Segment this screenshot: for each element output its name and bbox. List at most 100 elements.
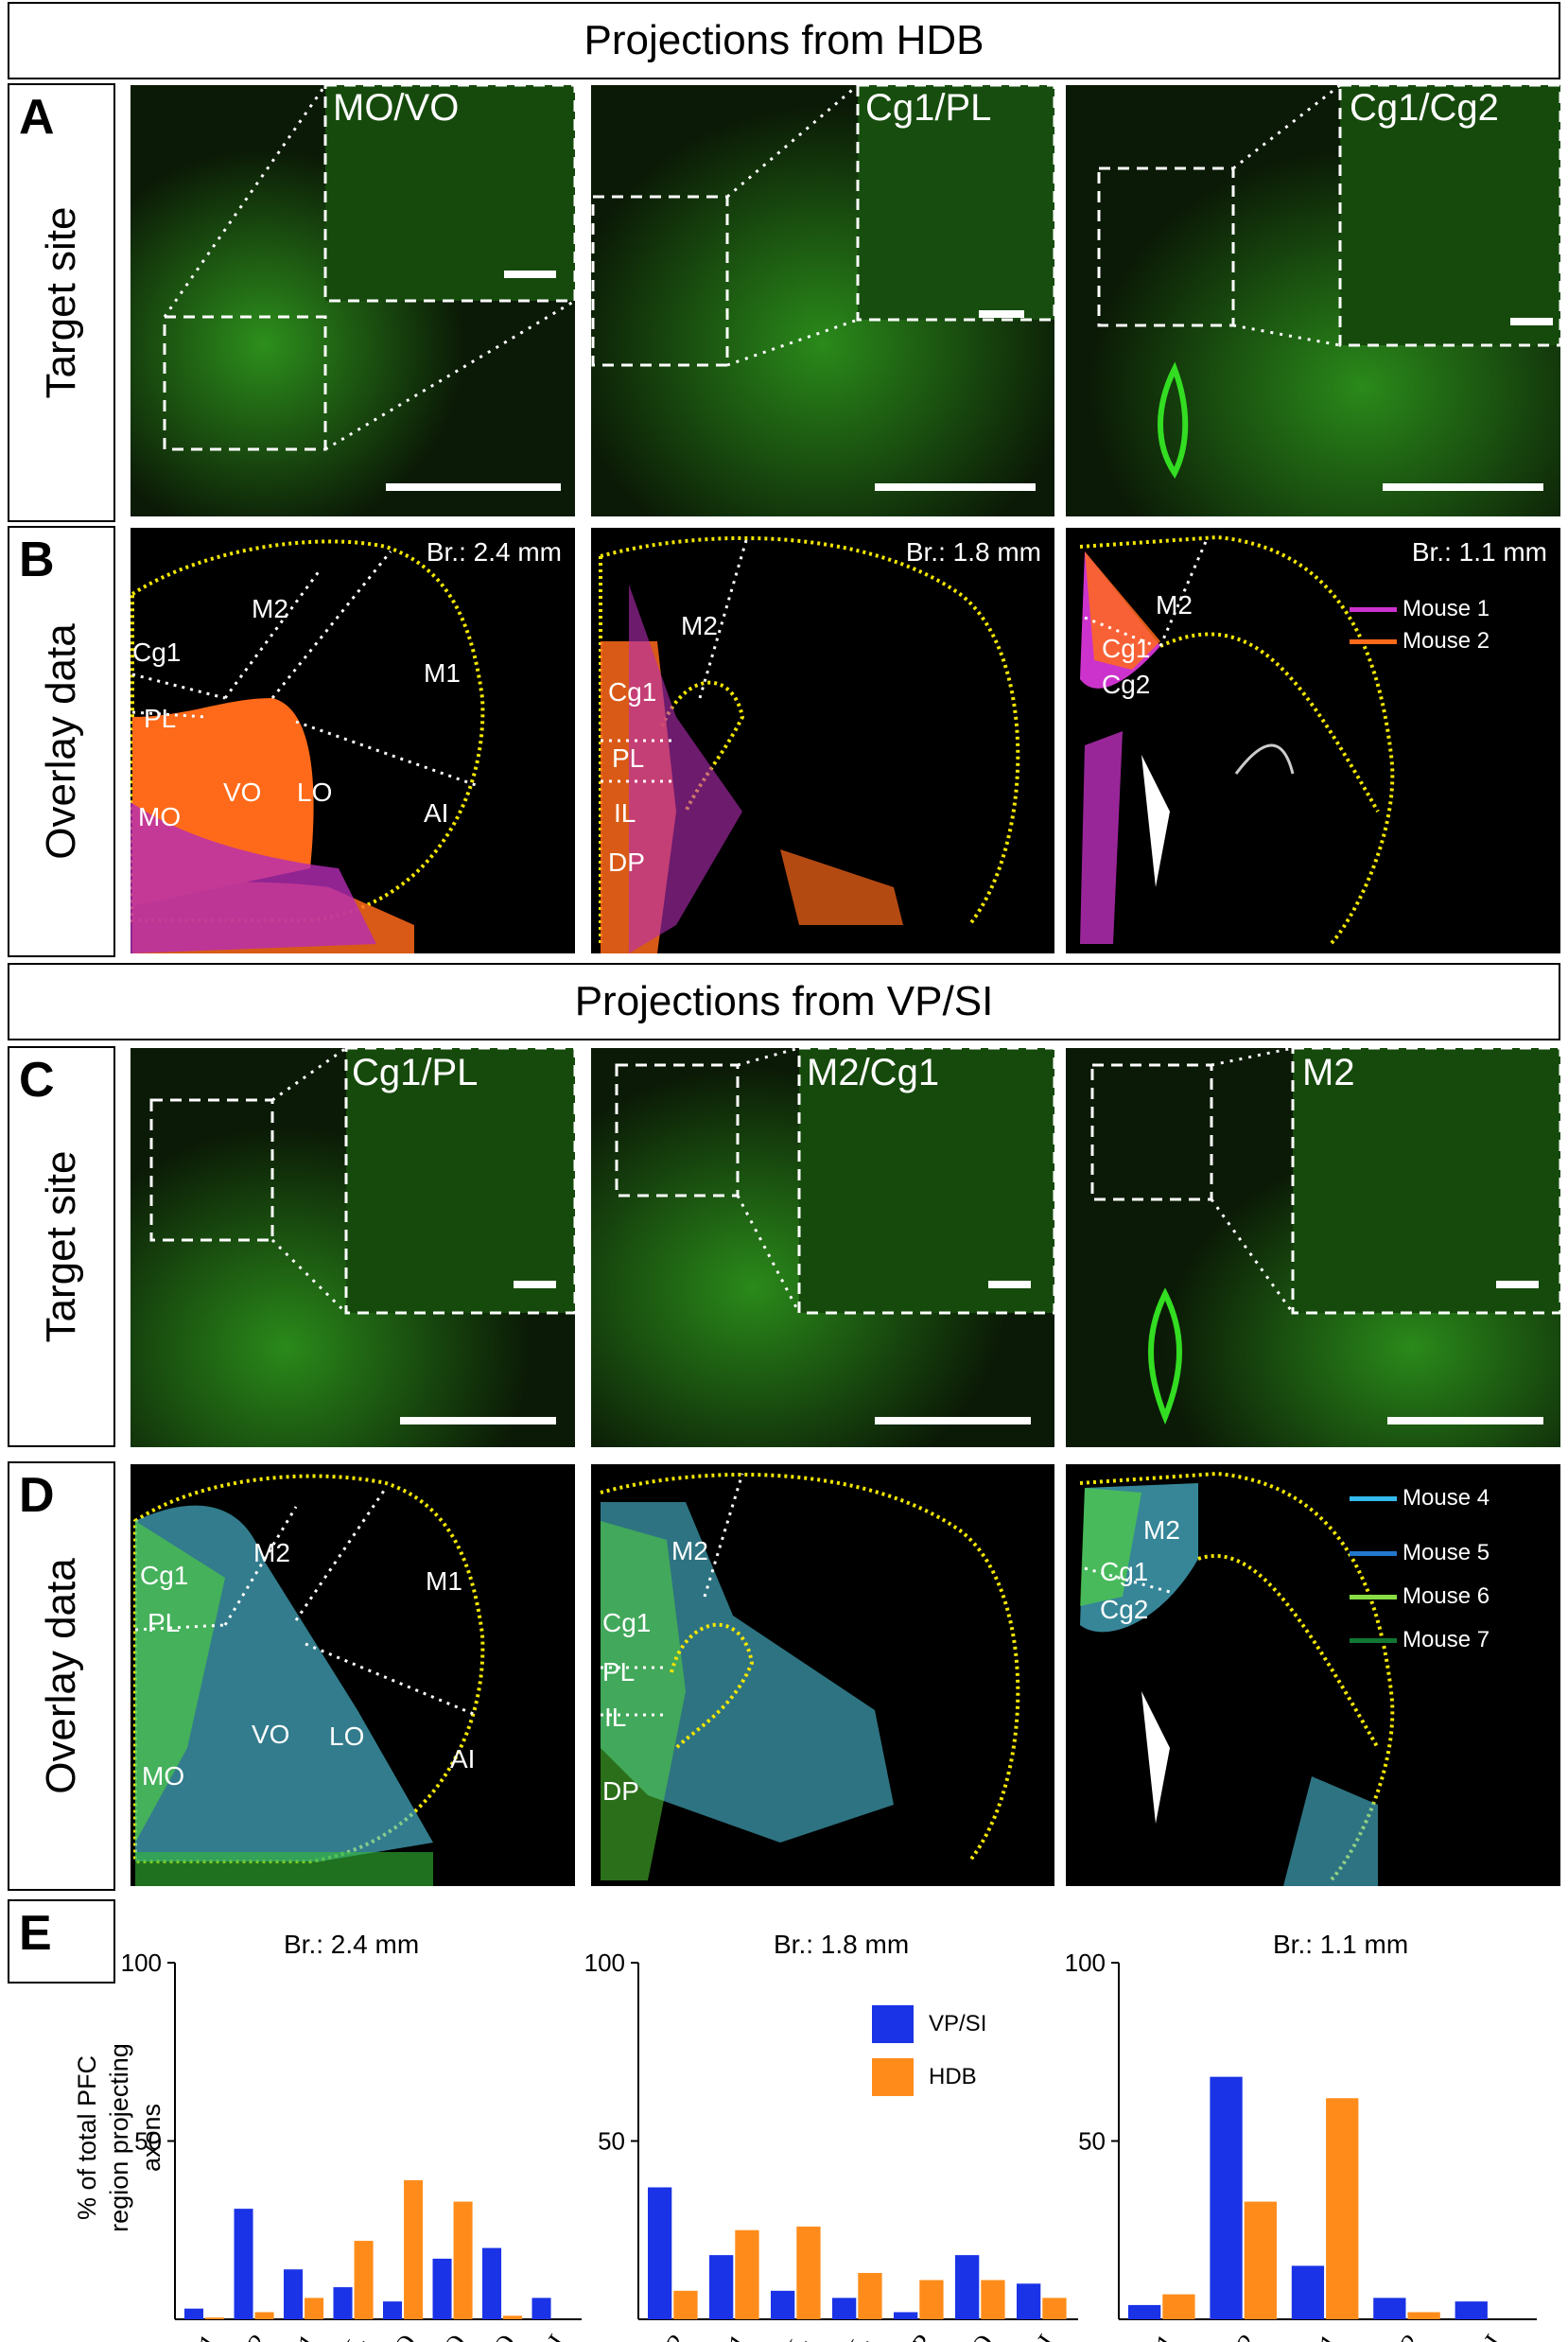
header-vpsi: Projections from VP/SI — [8, 963, 1560, 1040]
header-hdb: Projections from HDB — [8, 2, 1560, 79]
bar-vpsi-cg2 — [1373, 2298, 1406, 2319]
micrograph-c1: Cg1/PL — [131, 1048, 575, 1447]
bregma-label-b3: Br.: 1.1 mm — [1411, 537, 1547, 567]
micrograph-c2: M2/Cg1 — [591, 1048, 1054, 1447]
bar-charts: 10050M1M2Cg1PLMOVOLOAI10050M2Cg1PLILDPLO… — [121, 1949, 1537, 2342]
legend-label: Mouse 4 — [1402, 1485, 1490, 1511]
row-label-b: B Overlay data — [8, 526, 115, 957]
y-tick-label: 100 — [121, 1949, 162, 1977]
row-label-e: E — [8, 1899, 115, 1984]
x-tick-label: AI — [1469, 2330, 1508, 2342]
bar-vpsi-m1 — [1128, 2304, 1161, 2319]
legend-item-mouse-7: Mouse 7 — [1350, 1627, 1490, 1653]
region-label: M2 — [671, 1536, 708, 1565]
overlay-b1: Br.: 2.4 mm M2 M1 Cg1 PL VO LO MO AI — [131, 528, 575, 953]
x-tick-label: Cg2 — [1378, 2330, 1427, 2342]
bar-vpsi-il — [832, 2298, 857, 2319]
chart-legend-item-vpsi: VP/SI — [872, 2005, 986, 2043]
panel-letter-c: C — [19, 1053, 55, 1108]
legend-label: Mouse 1 — [1402, 596, 1490, 621]
legend-item-mouse-5: Mouse 5 — [1350, 1540, 1490, 1566]
legend-label: Mouse 6 — [1402, 1583, 1490, 1609]
bar-hdb-ai — [1042, 2298, 1067, 2319]
inset-title-c2: M2/Cg1 — [807, 1052, 940, 1093]
region-label: AI — [450, 1744, 476, 1774]
inset-title-a2: Cg1/PL — [865, 87, 992, 129]
region-label: MO — [142, 1761, 185, 1791]
bar-hdb-pl — [796, 2226, 821, 2319]
region-label: Cg1 — [602, 1608, 652, 1637]
region-label: M2 — [1156, 590, 1193, 620]
row-label-b-text: Overlay data — [38, 623, 84, 860]
y-tick-label: 50 — [598, 2127, 625, 2156]
row-label-d: D Overlay data — [8, 1461, 115, 1891]
bar-vpsi-m2 — [648, 2187, 672, 2319]
bar-vpsi-pl — [771, 2290, 795, 2319]
x-tick-label: AI — [532, 2330, 572, 2342]
inset-title-c1: Cg1/PL — [352, 1052, 479, 1093]
overlay-d1: M2 M1 Cg1 PL VO LO MO AI — [131, 1464, 575, 1886]
region-label: IL — [604, 1703, 627, 1732]
region-label: LO — [329, 1722, 365, 1751]
legend-label: Mouse 5 — [1402, 1540, 1490, 1565]
region-label: Cg1 — [132, 638, 182, 667]
x-tick-label: VO — [427, 2330, 473, 2342]
bar-vpsi-lo — [955, 2255, 980, 2319]
bar-hdb-vo — [453, 2201, 473, 2319]
legend-swatch — [1350, 1637, 1397, 1643]
legend-item-mouse-6: Mouse 6 — [1350, 1583, 1490, 1610]
region-label: PL — [602, 1657, 636, 1687]
bar-vpsi-cg1 — [284, 2269, 304, 2319]
x-tick-label: M1 — [180, 2330, 225, 2342]
legend-label: Mouse 2 — [1402, 628, 1490, 654]
inset-title-a3: Cg1/Cg2 — [1350, 87, 1499, 129]
region-label: M1 — [426, 1566, 462, 1596]
bregma-label-b1: Br.: 2.4 mm — [426, 537, 562, 567]
x-tick-label: AI — [1021, 2330, 1061, 2342]
x-tick-label: M2 — [229, 2330, 274, 2342]
region-label: M2 — [1143, 1515, 1180, 1545]
bar-vpsi-cg1 — [709, 2255, 734, 2319]
x-tick-label: DP — [896, 2330, 939, 2342]
bar-hdb-lo — [503, 2316, 523, 2319]
header-hdb-text: Projections from HDB — [584, 17, 984, 63]
region-label: AI — [424, 798, 449, 828]
region-label: MO — [138, 802, 182, 831]
legend-item-mouse-2: Mouse 2 — [1350, 628, 1490, 655]
legend-item-mouse-4: Mouse 4 — [1350, 1485, 1490, 1512]
region-label: DP — [608, 848, 645, 877]
row-label-d-text: Overlay data — [38, 1558, 84, 1794]
bar-vpsi-ai — [531, 2298, 551, 2319]
bar-hdb-m2 — [673, 2290, 698, 2319]
region-label: LO — [297, 778, 333, 807]
y-tick-label: 50 — [134, 2127, 162, 2156]
region-label: PL — [148, 1608, 181, 1637]
bar-vpsi-lo — [482, 2247, 502, 2319]
row-label-c: C Target site — [8, 1046, 115, 1447]
inset-title-a1: MO/VO — [333, 87, 460, 129]
x-tick-label: MO — [375, 2330, 423, 2342]
row-label-c-text: Target site — [38, 1150, 84, 1343]
y-tick-label: 50 — [1078, 2127, 1106, 2156]
region-label: VO — [252, 1720, 290, 1749]
panel-letter-a: A — [19, 90, 55, 145]
bar-hdb-dp — [919, 2280, 944, 2319]
legend-swatch — [1350, 1594, 1397, 1599]
legend-swatch — [872, 2058, 914, 2096]
bar-hdb-mo — [404, 2179, 424, 2319]
legend-swatch — [1350, 606, 1397, 612]
overlay-b3: Br.: 1.1 mm M2 Cg1 Cg2 Mouse 1 Mouse 2 — [1066, 528, 1560, 953]
region-label: PL — [612, 743, 645, 773]
bar-vpsi-m1 — [184, 2308, 204, 2319]
inset-title-c3: M2 — [1302, 1052, 1355, 1093]
region-label: Cg1 — [1102, 634, 1151, 663]
micrograph-a3: Cg1/Cg2 — [1066, 85, 1560, 516]
x-tick-label: IL — [839, 2330, 878, 2342]
x-tick-label: PL — [332, 2330, 374, 2342]
bar-hdb-pl — [354, 2241, 374, 2319]
y-tick-label: 100 — [584, 1949, 625, 1977]
row-label-a-text: Target site — [38, 206, 84, 399]
x-tick-label: M2 — [1218, 2330, 1263, 2342]
bar-hdb-m1 — [205, 2317, 225, 2319]
bar-hdb-il — [858, 2272, 882, 2319]
